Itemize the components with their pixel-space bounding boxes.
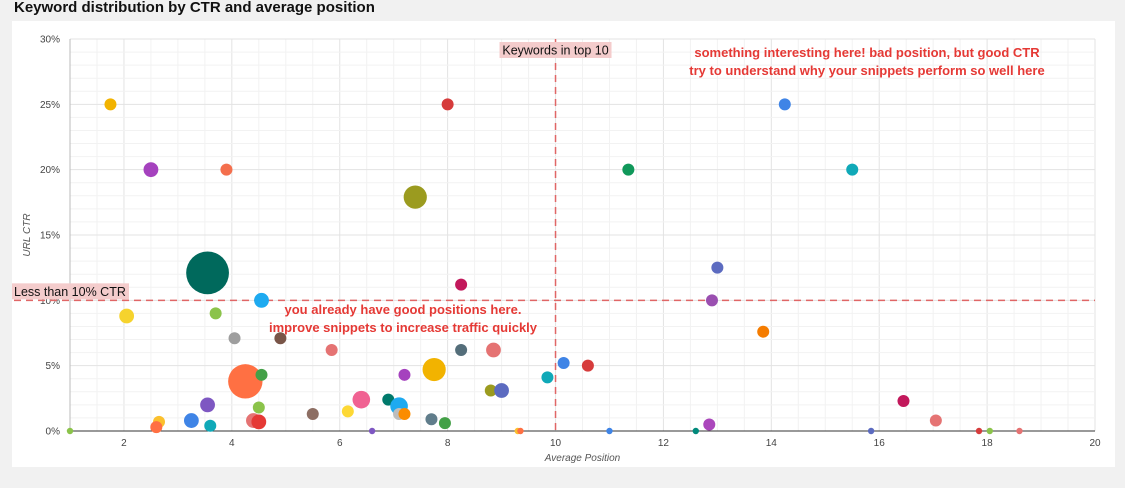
x-axis-title: Average Position xyxy=(544,453,621,464)
y-tick-label: 25% xyxy=(40,100,60,111)
data-point[interactable] xyxy=(692,427,699,435)
data-point[interactable] xyxy=(484,384,497,397)
data-point[interactable] xyxy=(398,368,411,381)
data-point[interactable] xyxy=(143,162,159,178)
data-point[interactable] xyxy=(119,308,135,324)
data-point[interactable] xyxy=(494,383,509,398)
data-point[interactable] xyxy=(325,343,338,356)
data-point[interactable] xyxy=(517,427,524,435)
y-tick-label: 10% xyxy=(40,296,60,307)
data-point[interactable] xyxy=(403,185,427,209)
annotations: something interesting here! bad position… xyxy=(269,45,1045,335)
data-point[interactable] xyxy=(220,163,233,176)
x-tick-label: 4 xyxy=(229,438,235,449)
data-point[interactable] xyxy=(486,342,501,358)
x-tick-label: 2 xyxy=(121,438,127,449)
data-point[interactable] xyxy=(422,357,446,382)
top10-label-background xyxy=(499,42,612,58)
data-point[interactable] xyxy=(255,368,268,381)
data-point[interactable] xyxy=(252,401,265,414)
data-point[interactable] xyxy=(438,417,451,430)
data-point[interactable] xyxy=(104,98,117,111)
data-point[interactable] xyxy=(441,98,454,111)
data-point[interactable] xyxy=(1016,427,1023,435)
x-tick-label: 8 xyxy=(445,438,451,449)
data-point[interactable] xyxy=(897,394,910,407)
data-point[interactable] xyxy=(186,251,229,295)
data-point[interactable] xyxy=(204,419,217,432)
data-point[interactable] xyxy=(274,332,287,345)
annotation-bottom-left-line-1: you already have good positions here. xyxy=(285,302,522,317)
x-tick-label: 14 xyxy=(766,438,778,449)
data-point[interactable] xyxy=(929,414,942,427)
y-tick-label: 15% xyxy=(40,231,60,242)
reference-lines xyxy=(14,39,1095,431)
data-points xyxy=(66,98,1023,435)
data-point[interactable] xyxy=(557,357,570,370)
data-point[interactable] xyxy=(352,390,371,409)
data-point[interactable] xyxy=(398,408,411,421)
data-point[interactable] xyxy=(541,371,554,384)
data-point[interactable] xyxy=(778,98,791,111)
data-point[interactable] xyxy=(455,343,468,356)
ctr-label: Less than 10% CTR xyxy=(14,285,126,299)
axes: Average Position URL CTR 2 4 6 8 10 12 14 16 18 2… xyxy=(22,35,1101,465)
y-axis-title: URL CTR xyxy=(22,213,33,256)
data-point[interactable] xyxy=(254,292,269,308)
x-tick-label: 12 xyxy=(658,438,670,449)
data-point[interactable] xyxy=(581,359,594,372)
x-tick-label: 18 xyxy=(982,438,994,449)
data-point[interactable] xyxy=(455,278,468,291)
reference-labels: Keywords in top 10 Less than 10% CTR xyxy=(12,42,612,300)
data-point[interactable] xyxy=(846,163,859,176)
grid xyxy=(69,38,1096,432)
y-tick-label: 0% xyxy=(46,427,61,438)
y-tick-label: 5% xyxy=(46,361,61,372)
data-point[interactable] xyxy=(306,408,319,421)
page-title: Keyword distribution by CTR and average … xyxy=(14,0,375,16)
data-point[interactable] xyxy=(150,421,163,434)
ctr-label-background xyxy=(12,283,129,300)
data-point[interactable] xyxy=(200,397,215,413)
data-point[interactable] xyxy=(867,427,875,435)
data-point[interactable] xyxy=(622,163,635,176)
annotation-top-right-line-1: something interesting here! bad position… xyxy=(694,45,1040,60)
data-point[interactable] xyxy=(368,427,376,435)
data-point[interactable] xyxy=(209,307,222,320)
annotation-bottom-left-line-2: improve snippets to increase traffic qui… xyxy=(269,320,538,335)
data-point[interactable] xyxy=(705,294,718,307)
x-tick-label: 16 xyxy=(874,438,886,449)
y-tick-label: 30% xyxy=(40,35,60,46)
x-tick-label: 6 xyxy=(337,438,343,449)
chart-card xyxy=(12,21,1115,467)
data-point[interactable] xyxy=(341,405,354,418)
data-point[interactable] xyxy=(703,418,716,431)
data-point[interactable] xyxy=(757,325,770,338)
data-point[interactable] xyxy=(986,427,994,435)
x-tick-label: 10 xyxy=(550,438,562,449)
data-point[interactable] xyxy=(975,427,983,435)
data-point[interactable] xyxy=(228,364,263,399)
data-point[interactable] xyxy=(183,413,199,428)
data-point[interactable] xyxy=(606,427,613,435)
annotation-top-right-line-2: try to understand why your snippets perf… xyxy=(689,63,1044,78)
x-tick-label: 20 xyxy=(1089,438,1101,449)
top10-label: Keywords in top 10 xyxy=(502,44,608,58)
data-point[interactable] xyxy=(228,332,241,345)
y-tick-label: 20% xyxy=(40,165,60,176)
data-point[interactable] xyxy=(711,261,724,274)
data-point[interactable] xyxy=(66,427,74,435)
data-point[interactable] xyxy=(251,414,267,430)
data-point[interactable] xyxy=(425,413,438,426)
